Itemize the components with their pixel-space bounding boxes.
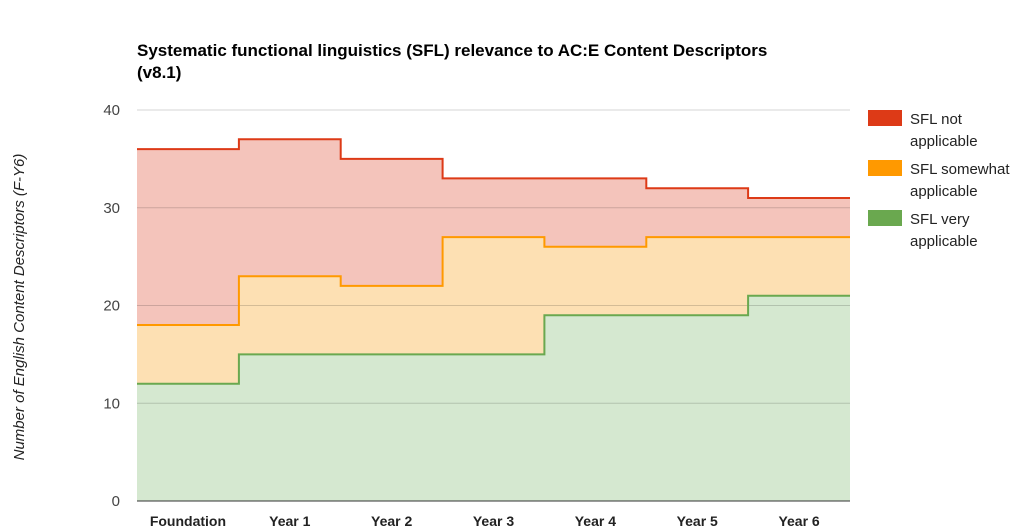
x-tick-label: Year 6: [778, 513, 819, 529]
series-line-1: [137, 236, 850, 326]
x-tick-label: Foundation: [150, 513, 226, 529]
series-area-1: [137, 237, 850, 384]
legend: SFL not applicable SFL somewhat applicable S…: [868, 110, 1010, 250]
x-tick-label: Year 2: [371, 513, 412, 529]
legend-label: SFL very: [910, 211, 970, 228]
y-tick-label: 20: [103, 298, 120, 315]
x-tick-label: Year 5: [677, 513, 718, 529]
legend-swatch-1: [868, 160, 902, 176]
legend-label: SFL not: [910, 111, 963, 128]
legend-swatch-2: [868, 110, 902, 126]
x-tick-label: Year 1: [269, 513, 310, 529]
series-area-2: [137, 139, 850, 325]
series-line-2: [137, 138, 850, 199]
legend-label-line2: applicable: [910, 233, 978, 250]
y-axis-label: Number of English Content Descriptors (F…: [11, 154, 28, 461]
plot-area: 0 10 20 30 40 Foundation Year 1 Year 2 Year 3 Yea…: [103, 102, 850, 529]
legend-label-line2: applicable: [910, 133, 978, 150]
x-tick-label: Year 3: [473, 513, 514, 529]
chart-title-line2: (v8.1): [137, 63, 181, 82]
series-line-0: [137, 294, 850, 385]
series-area-0: [137, 295, 850, 501]
x-tick-label: Year 4: [575, 513, 616, 529]
chart-title: Systematic functional linguistics (SFL) …: [137, 41, 767, 60]
y-tick-label: 30: [103, 200, 120, 217]
y-tick-label: 40: [103, 102, 120, 119]
legend-swatch-0: [868, 210, 902, 226]
legend-label-line2: applicable: [910, 183, 978, 200]
legend-label: SFL somewhat: [910, 161, 1010, 178]
y-tick-label: 0: [112, 493, 120, 510]
y-tick-label: 10: [103, 395, 120, 412]
